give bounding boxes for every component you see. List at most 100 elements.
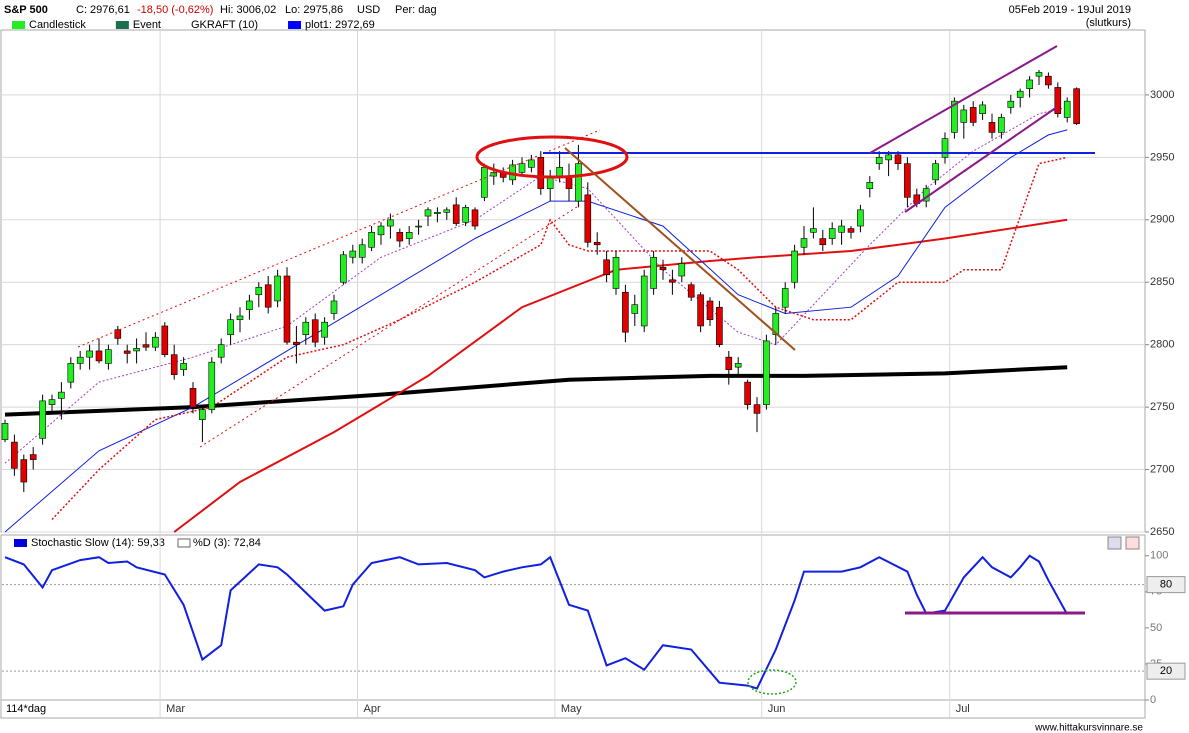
candle-body	[1045, 75, 1052, 86]
candle-body	[988, 122, 996, 133]
legend-swatch	[288, 21, 302, 29]
candle-body	[293, 341, 300, 345]
candle-body	[603, 259, 610, 276]
candle-body	[471, 209, 479, 227]
candle-body	[763, 340, 770, 405]
candle-body	[283, 275, 291, 343]
highlight-ellipse	[475, 135, 629, 179]
candle-body	[1007, 100, 1015, 108]
candle-body	[650, 256, 657, 289]
candle-body	[29, 454, 37, 460]
candle-body	[998, 117, 1005, 133]
candle-body	[58, 391, 65, 399]
candle-body	[753, 404, 761, 414]
candle-body	[415, 225, 422, 228]
candle-body	[528, 159, 535, 168]
candle-body	[932, 163, 939, 181]
candle-body	[161, 325, 169, 355]
candle-body	[1, 423, 9, 440]
candle-body	[11, 441, 18, 469]
candle-body	[236, 315, 244, 321]
zoom-icon[interactable]	[1107, 536, 1122, 550]
candle-body	[960, 109, 968, 123]
candle-body	[687, 284, 695, 298]
legend-label: plot1: 2972,69	[305, 19, 375, 31]
candle-body	[716, 306, 723, 345]
wedge-line	[904, 106, 1058, 213]
trend-channel	[199, 204, 581, 448]
candle-body	[462, 207, 469, 223]
candle-body	[866, 182, 874, 189]
x-tick-label: Jun	[768, 703, 786, 715]
x-axis-band	[0, 699, 1146, 719]
candle-body	[894, 154, 902, 164]
candle-body	[875, 157, 883, 164]
x-tick-label: Mar	[166, 703, 185, 715]
high: Hi: 3006,02	[220, 4, 276, 16]
candle-body	[1035, 72, 1043, 77]
candle-body	[979, 104, 986, 114]
candle-body	[725, 356, 733, 370]
candle-body	[904, 163, 911, 198]
level-label: 20	[1160, 665, 1172, 677]
y-tick-label: 2800	[1150, 339, 1174, 351]
candle-body	[330, 300, 338, 314]
low: Lo: 2975,86	[285, 4, 343, 16]
legend-label: Event	[133, 19, 161, 31]
close-icon[interactable]	[1125, 536, 1140, 550]
candle-body	[86, 350, 93, 358]
candle-body	[481, 167, 488, 198]
down-trend-line	[564, 147, 796, 351]
candle-body	[217, 344, 225, 358]
candle-body	[622, 291, 629, 333]
candle-body	[772, 313, 780, 335]
oversold-ellipse	[747, 669, 797, 695]
y-tick-label: 100	[1150, 550, 1168, 562]
candle-body	[142, 344, 150, 348]
candle-body	[264, 284, 272, 308]
d-legend-swatch	[177, 538, 191, 548]
plot: 2650270027502800285029002950300002550751…	[1, 30, 1186, 718]
trend-channel	[77, 129, 601, 348]
candle-body	[48, 399, 56, 405]
days: 114*dag	[6, 703, 46, 715]
candle-body	[744, 381, 751, 405]
candle-body	[227, 319, 234, 335]
candle-body	[246, 300, 253, 311]
candle-body	[659, 266, 667, 271]
y-tick-label: 2950	[1150, 151, 1174, 163]
level-box	[1146, 576, 1186, 594]
drawings	[77, 45, 1095, 695]
y-tick-label: 3000	[1150, 89, 1174, 101]
overlay-line	[4, 129, 1068, 533]
y-tick-label: 2650	[1150, 526, 1174, 538]
level-box	[1146, 662, 1186, 680]
candle-body	[537, 157, 545, 189]
candle-body	[434, 212, 441, 214]
legend-swatch	[115, 21, 129, 29]
candle-body	[1073, 88, 1080, 124]
candle-body	[424, 209, 432, 217]
candle-body	[941, 138, 949, 158]
candle-body	[593, 241, 601, 246]
legend-swatch	[12, 21, 25, 29]
candle-body	[67, 363, 75, 383]
candle-body	[575, 163, 582, 202]
candle-body	[828, 228, 836, 239]
candle-body	[39, 400, 46, 439]
stoch-d-label: %D (3): 72,84	[193, 537, 261, 549]
candle-body	[969, 107, 977, 123]
candle-body	[810, 228, 817, 233]
candle-body	[857, 209, 864, 227]
candle-body	[452, 204, 460, 224]
stoch-title: Stochastic Slow (14): 59,33	[31, 537, 165, 549]
legend: Candlestick Event GKRAFT (10) plot1: 2972,6…	[12, 19, 375, 31]
candle-body	[170, 354, 178, 375]
candle-body	[133, 348, 140, 352]
candle-body	[885, 154, 892, 161]
candle-body	[640, 275, 648, 327]
candle-body	[706, 300, 714, 321]
footer: www.hittakursvinnare.se	[1034, 723, 1143, 733]
y-tick-label: 50	[1150, 622, 1162, 634]
